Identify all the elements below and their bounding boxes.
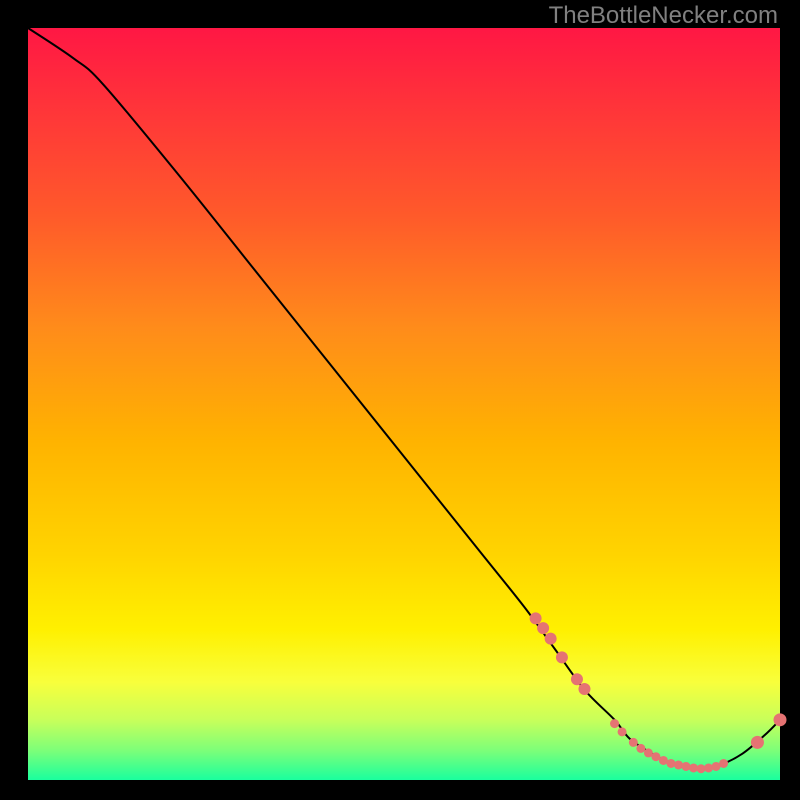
data-marker: [556, 651, 568, 663]
data-marker: [618, 727, 627, 736]
data-marker: [636, 744, 645, 753]
data-marker: [682, 762, 691, 771]
data-marker: [629, 738, 638, 747]
bottleneck-chart: [0, 0, 800, 800]
chart-container: TheBottleNecker.com: [0, 0, 800, 800]
data-marker: [674, 760, 683, 769]
data-marker: [666, 759, 675, 768]
data-marker: [537, 622, 549, 634]
data-marker: [571, 673, 583, 685]
data-marker: [751, 736, 764, 749]
plot-background: [28, 28, 780, 780]
data-marker: [610, 719, 619, 728]
data-marker: [719, 759, 728, 768]
data-marker: [578, 683, 590, 695]
data-marker: [545, 633, 557, 645]
watermark-text: TheBottleNecker.com: [549, 2, 778, 30]
data-marker: [704, 763, 713, 772]
data-marker: [774, 713, 787, 726]
data-marker: [530, 612, 542, 624]
